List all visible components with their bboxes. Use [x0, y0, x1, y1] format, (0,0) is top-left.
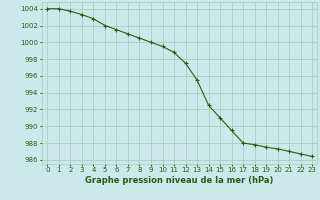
X-axis label: Graphe pression niveau de la mer (hPa): Graphe pression niveau de la mer (hPa)	[85, 176, 273, 185]
